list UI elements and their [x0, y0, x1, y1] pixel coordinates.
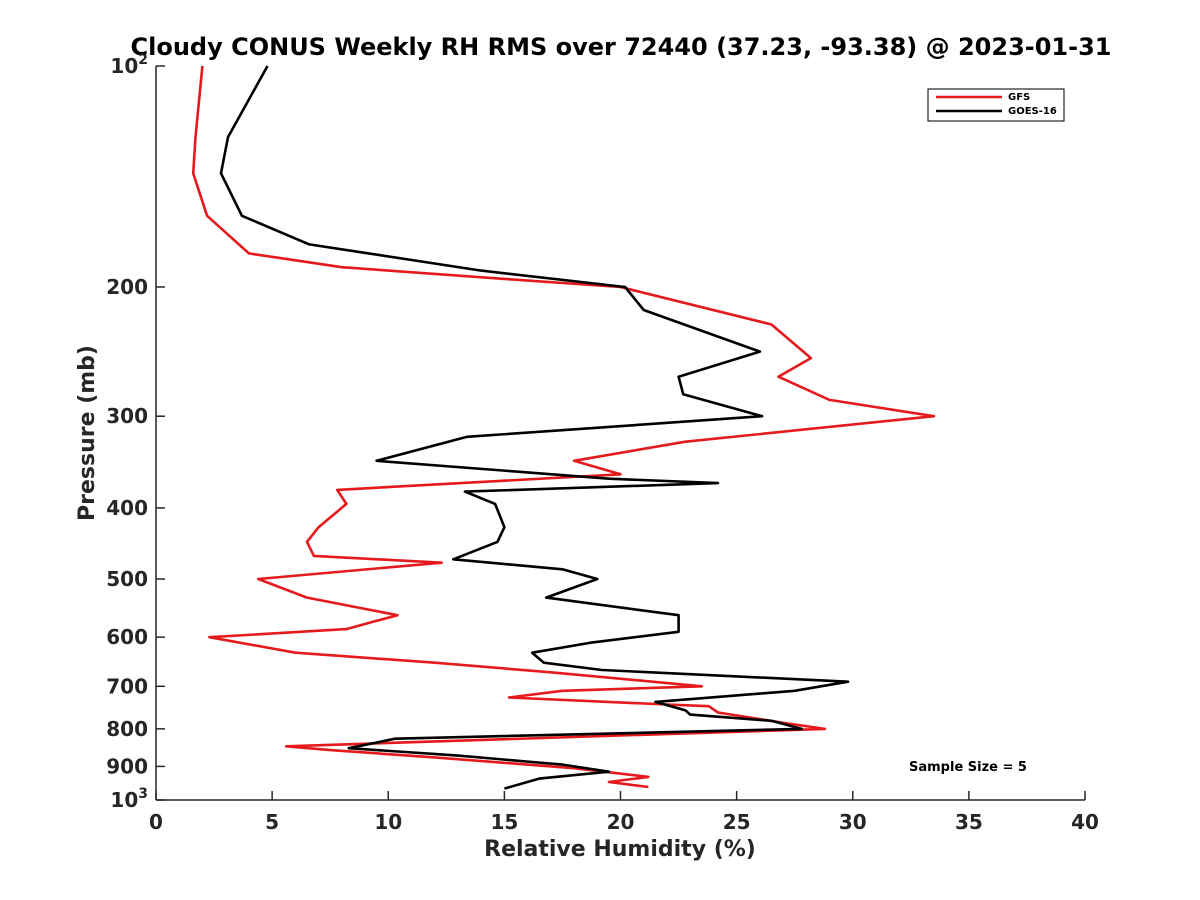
x-tick-label: 5	[265, 810, 279, 834]
y-axis-ticks: 102 200 300 400 500 600 700 800 900 103	[106, 52, 165, 812]
y-tick-label: 900	[106, 754, 148, 778]
legend-box	[927, 88, 1065, 122]
y-tick-label: 700	[106, 674, 148, 698]
y-tick-label: 600	[106, 625, 148, 649]
y-axis-label: Pressure (mb)	[75, 345, 100, 521]
series-layer	[191, 65, 936, 790]
x-tick-label: 40	[1071, 810, 1099, 834]
y-tick-label: 500	[106, 567, 148, 591]
x-axis-label: Relative Humidity (%)	[484, 837, 756, 862]
plot-area	[155, 65, 1085, 801]
y-tick-label: 103	[110, 786, 148, 812]
x-axis-ticks: 0 5 10 15 20 25 30 35 40	[149, 791, 1099, 834]
x-tick-label: 25	[723, 810, 751, 834]
series-line-goes-16	[219, 65, 850, 790]
x-tick-label: 35	[955, 810, 983, 834]
x-tick-label: 20	[607, 810, 635, 834]
y-tick-label: 300	[106, 404, 148, 428]
x-tick-label: 15	[490, 810, 518, 834]
sample-size-annotation: Sample Size = 5	[909, 760, 1027, 775]
legend-label-goes16: GOES-16	[1008, 106, 1057, 117]
series-line-gfs	[191, 65, 936, 789]
x-tick-label: 30	[839, 810, 867, 834]
x-tick-label: 0	[149, 810, 163, 834]
y-tick-label: 200	[106, 275, 148, 299]
x-tick-label: 10	[374, 810, 402, 834]
legend: GFS GOES-16	[927, 88, 1065, 122]
y-tick-label: 400	[106, 496, 148, 520]
y-tick-label: 800	[106, 717, 148, 741]
chart-title: Cloudy CONUS Weekly RH RMS over 72440 (3…	[131, 33, 1112, 61]
y-tick-label: 102	[110, 52, 148, 78]
legend-label-gfs: GFS	[1008, 92, 1030, 103]
